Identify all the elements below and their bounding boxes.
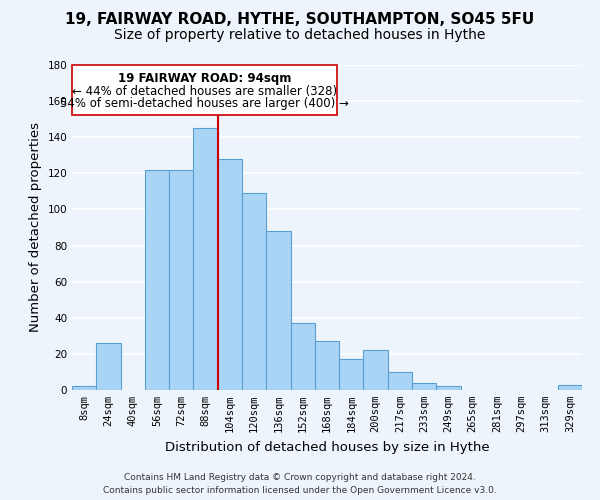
Bar (96, 343, 121, 390)
Bar (558, 384, 582, 390)
Bar (145, 170, 169, 390)
Bar (412, 383, 436, 390)
Bar (193, 128, 218, 390)
Text: ← 44% of detached houses are smaller (328): ← 44% of detached houses are smaller (32… (72, 85, 337, 98)
Bar (169, 170, 193, 390)
Text: Contains HM Land Registry data © Crown copyright and database right 2024.
Contai: Contains HM Land Registry data © Crown c… (103, 474, 497, 495)
Text: 54% of semi-detached houses are larger (400) →: 54% of semi-detached houses are larger (… (60, 98, 349, 110)
Bar (72, 386, 96, 390)
X-axis label: Distribution of detached houses by size in Hythe: Distribution of detached houses by size … (164, 440, 490, 454)
Text: 19, FAIRWAY ROAD, HYTHE, SOUTHAMPTON, SO45 5FU: 19, FAIRWAY ROAD, HYTHE, SOUTHAMPTON, SO… (65, 12, 535, 28)
Bar (290, 323, 315, 390)
Text: 19 FAIRWAY ROAD: 94sqm: 19 FAIRWAY ROAD: 94sqm (118, 72, 291, 85)
Bar (364, 350, 388, 390)
Bar (388, 372, 412, 390)
Bar (436, 386, 461, 390)
Text: Size of property relative to detached houses in Hythe: Size of property relative to detached ho… (115, 28, 485, 42)
Y-axis label: Number of detached properties: Number of detached properties (29, 122, 42, 332)
Bar (339, 360, 364, 390)
Bar (242, 193, 266, 390)
Bar (266, 231, 290, 390)
Bar (315, 341, 339, 390)
Bar (218, 159, 242, 390)
